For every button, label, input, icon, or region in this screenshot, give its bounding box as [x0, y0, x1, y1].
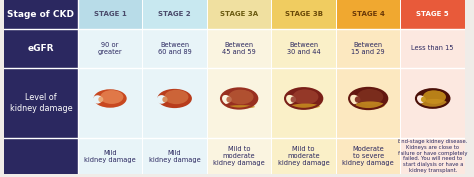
Ellipse shape: [100, 90, 123, 104]
Ellipse shape: [416, 89, 449, 108]
Bar: [336, 0, 401, 174]
Text: STAGE 2: STAGE 2: [158, 11, 191, 17]
Text: STAGE 3B: STAGE 3B: [285, 11, 323, 17]
Ellipse shape: [156, 95, 166, 104]
Ellipse shape: [164, 90, 189, 104]
Ellipse shape: [93, 95, 102, 104]
Text: eGFR: eGFR: [28, 44, 54, 53]
Ellipse shape: [421, 97, 426, 102]
Text: STAGE 4: STAGE 4: [352, 11, 384, 17]
Bar: [401, 0, 465, 174]
Text: STAGE 1: STAGE 1: [94, 11, 127, 17]
Text: Level of
kidney damage: Level of kidney damage: [9, 93, 73, 113]
Ellipse shape: [163, 97, 167, 102]
Text: Less than 15: Less than 15: [411, 45, 454, 51]
Ellipse shape: [227, 105, 255, 109]
Text: Moderate
to severe
kidney damage: Moderate to severe kidney damage: [342, 146, 394, 166]
Ellipse shape: [93, 89, 127, 108]
Ellipse shape: [220, 95, 230, 104]
Ellipse shape: [355, 96, 360, 103]
Ellipse shape: [228, 89, 254, 104]
Ellipse shape: [291, 104, 320, 109]
Text: Mild to
moderate
kidney damage: Mild to moderate kidney damage: [278, 146, 329, 166]
Text: Stage of CKD: Stage of CKD: [8, 10, 74, 19]
Bar: [78, 0, 142, 29]
Ellipse shape: [292, 89, 319, 105]
Text: Mild
kidney damage: Mild kidney damage: [84, 150, 136, 162]
Ellipse shape: [98, 97, 103, 102]
Text: Between
45 and 59: Between 45 and 59: [222, 42, 256, 55]
Bar: [4, 0, 78, 138]
Ellipse shape: [291, 96, 296, 103]
Ellipse shape: [349, 88, 387, 109]
Bar: [142, 0, 207, 29]
Ellipse shape: [284, 95, 295, 104]
Text: STAGE 3A: STAGE 3A: [220, 11, 258, 17]
Ellipse shape: [348, 95, 359, 104]
Ellipse shape: [221, 88, 257, 109]
Ellipse shape: [356, 101, 385, 109]
Text: STAGE 5: STAGE 5: [416, 11, 449, 17]
Text: 90 or
greater: 90 or greater: [98, 42, 122, 55]
Bar: [336, 0, 401, 29]
Text: End-stage kidney disease.
Kidneys are close to
failure or have completely
failed: End-stage kidney disease. Kidneys are cl…: [398, 139, 467, 173]
Bar: [78, 0, 142, 174]
Text: Between
30 and 44: Between 30 and 44: [287, 42, 320, 55]
Ellipse shape: [357, 89, 383, 105]
Ellipse shape: [415, 95, 425, 104]
Text: Mild
kidney damage: Mild kidney damage: [149, 150, 201, 162]
Ellipse shape: [423, 90, 446, 104]
Bar: [272, 0, 336, 29]
Bar: [207, 0, 272, 174]
Ellipse shape: [157, 89, 192, 108]
Bar: [142, 0, 207, 174]
Ellipse shape: [285, 88, 322, 109]
Bar: [272, 0, 336, 174]
Text: Mild to
moderate
kidney damage: Mild to moderate kidney damage: [213, 146, 265, 166]
Bar: [401, 0, 465, 29]
Ellipse shape: [227, 96, 232, 102]
Bar: [4, 138, 78, 174]
Bar: [207, 0, 272, 29]
Ellipse shape: [421, 99, 447, 108]
Text: Between
15 and 29: Between 15 and 29: [351, 42, 385, 55]
Text: Between
60 and 89: Between 60 and 89: [158, 42, 191, 55]
